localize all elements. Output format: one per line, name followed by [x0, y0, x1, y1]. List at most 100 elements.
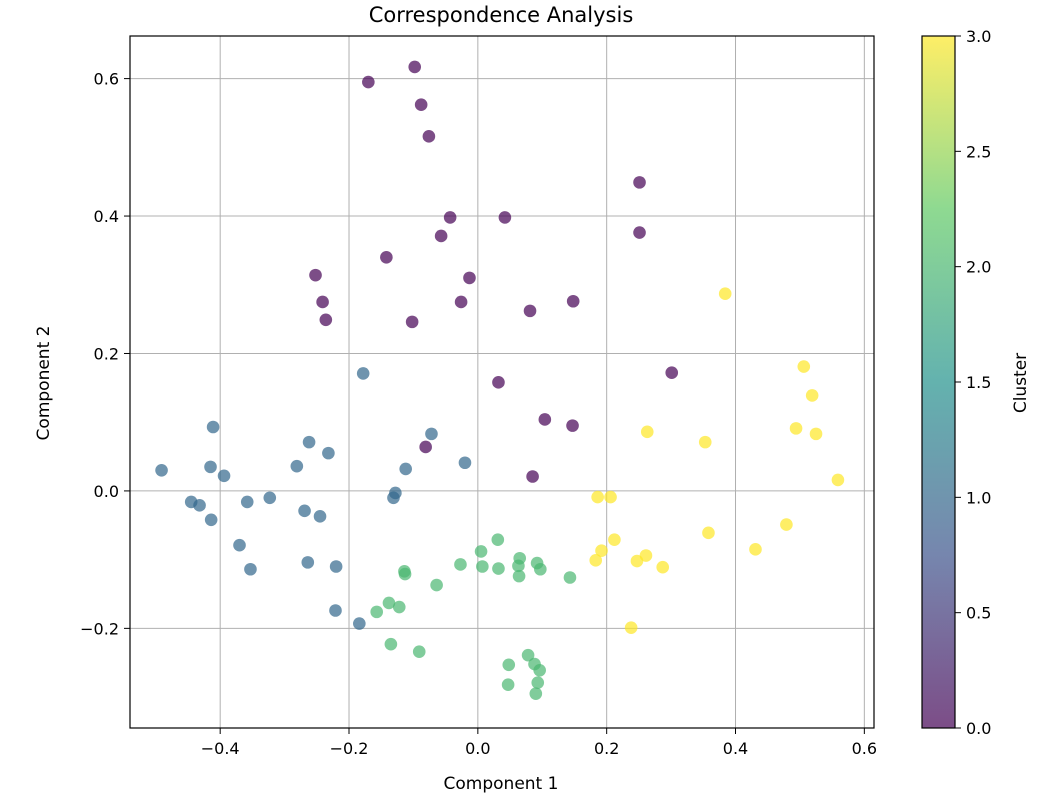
data-point [665, 366, 679, 380]
x-tick-label: 0.2 [594, 739, 619, 758]
data-point [624, 621, 638, 634]
data-point [382, 596, 396, 610]
colorbar-label: Cluster [1011, 353, 1031, 413]
colorbar-tick-label: 1.0 [966, 488, 991, 507]
data-point [217, 469, 231, 483]
colorbar-tick-label: 2.0 [966, 258, 991, 277]
data-point [362, 75, 375, 89]
data-point [454, 295, 468, 309]
data-point [380, 250, 393, 264]
data-point [566, 294, 580, 308]
data-point [492, 376, 505, 389]
data-point [443, 211, 457, 224]
plot-area-frame [129, 35, 875, 729]
data-point [370, 605, 384, 619]
data-point [512, 559, 525, 573]
chart-title: Correspondence Analysis [369, 3, 634, 27]
data-point [589, 554, 603, 567]
data-point [521, 648, 535, 662]
colorbar-tick-label: 1.5 [966, 373, 991, 392]
data-point [458, 456, 472, 470]
y-axis-label: Component 2 [34, 326, 54, 441]
data-point [501, 678, 515, 692]
x-tick-label: −0.4 [201, 739, 240, 758]
data-point [718, 287, 732, 300]
data-point [797, 360, 811, 373]
data-point [399, 462, 412, 476]
data-point [595, 544, 608, 558]
data-point [204, 513, 218, 527]
data-point [454, 558, 467, 571]
data-point [398, 567, 412, 581]
data-point [531, 676, 545, 689]
colorbar [921, 35, 956, 729]
data-point [633, 176, 646, 189]
data-point [563, 571, 577, 584]
data-point [640, 425, 654, 439]
data-point [656, 560, 670, 574]
colorbar-tick-label: 0.0 [966, 719, 991, 738]
data-point [566, 419, 579, 432]
y-tick-label: 0.4 [94, 207, 119, 226]
data-point [809, 427, 823, 441]
data-point [408, 60, 422, 74]
data-point [476, 560, 489, 573]
data-point [702, 526, 715, 540]
x-axis-label: Component 1 [444, 774, 559, 794]
data-point [633, 226, 646, 239]
data-point [290, 459, 304, 473]
x-tick-label: −0.2 [330, 739, 369, 758]
data-point [831, 473, 845, 487]
y-tick-label: 0.6 [94, 70, 119, 89]
data-point [529, 687, 543, 700]
colorbar-ticks: 0.0 0.5 1.0 1.5 2.0 2.5 3.0 [955, 27, 991, 738]
data-point [206, 420, 220, 434]
data-point [425, 427, 438, 441]
data-point [498, 211, 512, 224]
data-point [502, 658, 516, 672]
data-point [414, 98, 428, 112]
data-point [301, 556, 315, 569]
data-point [244, 562, 257, 576]
data-point [780, 518, 793, 531]
data-point [630, 554, 644, 568]
x-axis-ticks: −0.4 −0.2 0.0 0.2 0.4 0.6 [201, 728, 877, 758]
grid-lines [130, 36, 874, 728]
y-axis-ticks: −0.2 0.0 0.2 0.4 0.6 [80, 70, 130, 638]
data-point [534, 562, 547, 576]
x-tick-label: 0.0 [465, 739, 490, 758]
y-tick-label: 0.2 [94, 344, 119, 363]
data-point [523, 304, 537, 318]
colorbar-tick-label: 3.0 [966, 27, 991, 46]
data-point [533, 663, 546, 677]
data-point [387, 491, 400, 505]
data-point [463, 271, 476, 285]
y-tick-label: 0.0 [94, 482, 119, 501]
data-point [789, 422, 803, 435]
data-point [512, 569, 526, 583]
x-tick-label: 0.4 [723, 739, 748, 758]
data-point [309, 268, 322, 282]
data-point [329, 560, 343, 573]
data-point [698, 435, 712, 449]
data-point [263, 491, 277, 505]
data-point [538, 413, 552, 426]
data-point [298, 504, 311, 518]
data-point [240, 495, 254, 509]
data-point [319, 313, 333, 327]
data-point [329, 604, 342, 617]
data-point [591, 490, 604, 504]
data-point [639, 549, 653, 562]
x-tick-label: 0.6 [852, 739, 877, 758]
data-point [805, 389, 819, 402]
data-point [419, 440, 432, 454]
colorbar-tick-label: 2.5 [966, 142, 991, 161]
data-point [412, 645, 426, 659]
data-point [604, 490, 617, 504]
data-point [749, 543, 762, 556]
data-point [233, 538, 246, 552]
data-point [204, 460, 217, 474]
y-tick-label: −0.2 [80, 619, 119, 638]
